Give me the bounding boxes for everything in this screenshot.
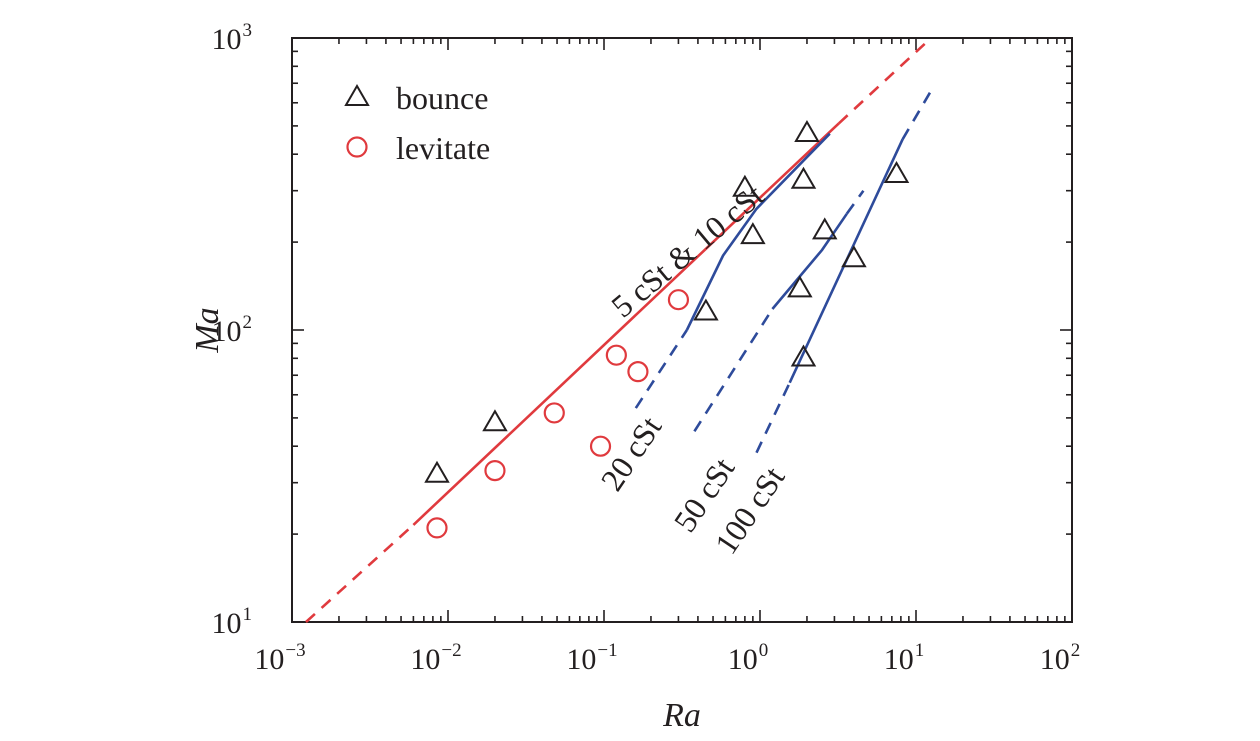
y-tick-label: 101 — [212, 604, 253, 640]
levitate-point — [589, 435, 612, 457]
levitate-point — [484, 459, 506, 482]
bounce-point — [794, 119, 820, 142]
bounce-point — [693, 298, 719, 321]
bounce-point — [732, 174, 758, 197]
y-axis-title: Ma — [189, 307, 226, 353]
x-axis-title: Ra — [662, 697, 701, 734]
data-markers — [424, 119, 910, 539]
bounce-point — [883, 161, 910, 184]
curve-solid-20-cst — [685, 132, 831, 331]
y-tick-label: 102 — [212, 312, 253, 348]
x-tick-label: 101 — [884, 640, 925, 676]
legend-label-levitate: levitate — [396, 130, 490, 166]
axis-ticks — [291, 38, 1072, 623]
curve-solid-5-cst-10-cst — [412, 122, 840, 526]
y-tick-label: 103 — [212, 20, 253, 56]
legend-circle-marker — [346, 136, 368, 158]
curve-dashed-5-cst-10-cst — [837, 37, 932, 125]
bounce-point — [790, 166, 817, 189]
bounce-point — [424, 460, 450, 483]
curve-dashed-100-cst — [755, 382, 791, 454]
levitate-point — [426, 517, 448, 539]
levitate-point — [543, 402, 565, 424]
x-tick-label: 10−3 — [254, 640, 305, 676]
fit-curves — [305, 37, 933, 623]
x-tick-label: 10−2 — [410, 640, 461, 676]
legend-label-bounce: bounce — [396, 80, 488, 116]
x-tick-label: 100 — [728, 640, 769, 676]
curve-dashed-100-cst — [901, 90, 933, 140]
x-tick-label: 10−1 — [566, 640, 617, 676]
plot-frame — [291, 37, 1073, 623]
levitate-point — [605, 344, 627, 366]
bounce-point — [787, 275, 813, 298]
levitate-point — [667, 289, 690, 311]
bounce-point — [790, 344, 817, 367]
curve-solid-50-cst — [771, 213, 848, 310]
levitate-point — [627, 361, 649, 383]
legend: bounce levitate — [344, 80, 490, 166]
x-tick-label: 102 — [1040, 640, 1081, 676]
bounce-point — [841, 245, 867, 268]
curve-dashed-20-cst — [634, 329, 688, 409]
bounce-point — [812, 217, 838, 240]
curve-dashed-5-cst-10-cst — [305, 523, 415, 623]
bounce-point — [482, 409, 508, 432]
curve-dashed-50-cst — [845, 189, 865, 215]
tick-labels: 10−3 10−2 10−1 100 101 102 101 102 103 — [212, 20, 1081, 676]
curve-dashed-50-cst — [693, 308, 774, 432]
bounce-point — [740, 222, 766, 245]
curve-label: 20 cSt — [593, 410, 668, 497]
legend-triangle-marker — [344, 84, 370, 106]
